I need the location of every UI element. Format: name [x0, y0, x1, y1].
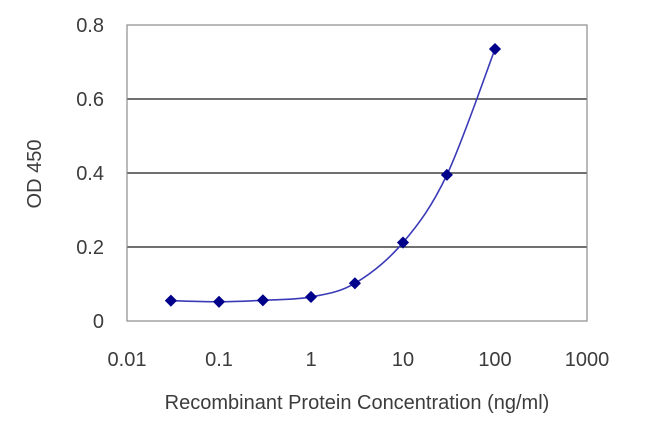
data-point-5	[396, 236, 410, 249]
x-tick-label-3: 10	[392, 349, 414, 371]
x-tick-label-1: 0.1	[205, 349, 233, 371]
y-tick-label-0: 0	[93, 311, 104, 333]
gridlines	[127, 98, 587, 248]
plot-border	[126, 24, 588, 322]
x-axis-title: Recombinant Protein Concentration (ng/ml…	[165, 392, 550, 414]
y-tick-label-2: 0.4	[76, 163, 104, 185]
x-tick-label-5: 1000	[565, 349, 610, 371]
data-point-3	[304, 290, 318, 304]
data-point-7	[488, 42, 502, 56]
y-tick-label-3: 0.6	[76, 89, 104, 111]
x-tick-label-2: 1	[305, 349, 316, 371]
x-tick-label-0: 0.01	[108, 349, 147, 371]
data-points	[164, 42, 502, 308]
data-point-0	[164, 294, 177, 307]
y-tick-label-1: 0.2	[76, 237, 104, 259]
data-point-4	[348, 277, 361, 290]
data-point-6	[440, 168, 453, 181]
y-axis-title: OD 450	[24, 140, 46, 209]
y-tick-label-4: 0.8	[76, 15, 104, 37]
data-point-1	[212, 295, 226, 308]
x-tick-label-4: 100	[478, 349, 511, 371]
data-point-2	[256, 294, 269, 307]
x-tick-labels: 0.01 0.1 1 10 100 1000	[108, 349, 610, 371]
plot-frame	[126, 24, 588, 322]
y-tick-labels: 0 0.2 0.4 0.6 0.8	[76, 15, 104, 333]
